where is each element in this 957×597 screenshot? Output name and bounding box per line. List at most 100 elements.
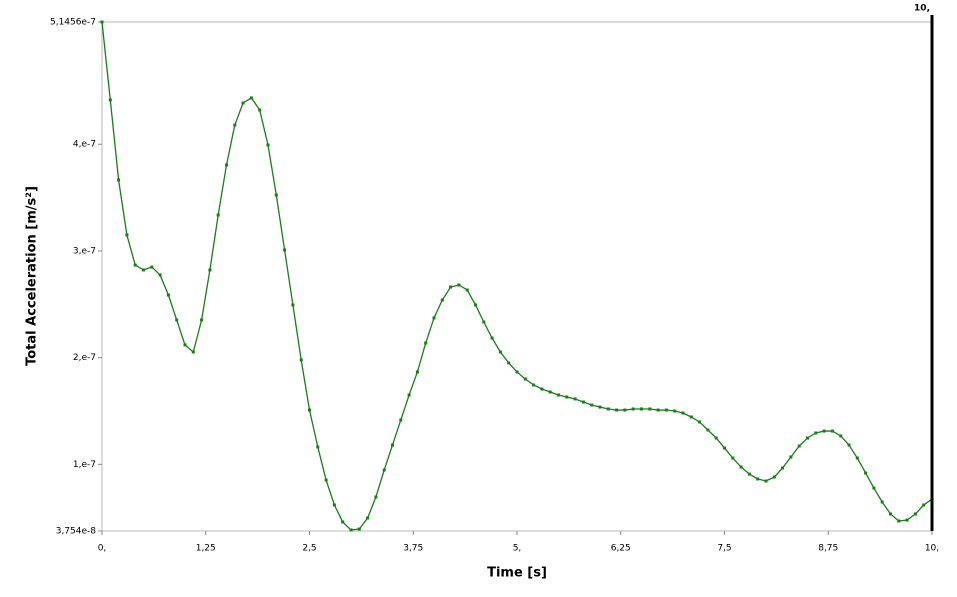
data-point (590, 403, 594, 407)
data-point (299, 358, 303, 362)
data-point (407, 393, 411, 397)
x-axis-title: Time [s] (487, 566, 547, 581)
data-point (357, 527, 361, 531)
data-point (382, 468, 386, 472)
data-point (897, 519, 901, 523)
data-point (324, 478, 328, 482)
y-tick-label: 4,e-7 (73, 140, 96, 150)
data-point (125, 233, 129, 237)
data-point (258, 108, 262, 112)
data-point (864, 471, 868, 475)
data-point (806, 436, 809, 440)
y-tick-label: 3,e-7 (73, 246, 96, 256)
data-point (266, 143, 270, 147)
data-point (872, 486, 876, 490)
data-point (772, 475, 776, 479)
data-point (814, 431, 818, 435)
data-point (274, 193, 278, 197)
x-tick-label: 7,5 (717, 544, 731, 554)
data-point (797, 444, 801, 448)
data-point (648, 407, 652, 411)
data-point (200, 318, 204, 322)
data-point (424, 341, 428, 345)
data-point (789, 455, 793, 459)
data-point (316, 445, 320, 449)
data-point (532, 383, 536, 387)
data-point (308, 408, 311, 412)
y-tick-label: 3,754e-8 (56, 527, 97, 537)
data-point (756, 477, 760, 481)
data-point (922, 503, 926, 507)
data-point (830, 429, 834, 433)
data-point (166, 293, 170, 297)
data-point (225, 163, 228, 167)
data-point (764, 479, 768, 483)
y-axis-title: Total Acceleration [m/s²] (25, 186, 40, 366)
data-point (117, 178, 121, 182)
data-point (291, 303, 295, 307)
data-point (474, 303, 477, 307)
data-point (739, 465, 743, 469)
data-point (158, 273, 162, 277)
data-point (216, 213, 220, 217)
data-point (664, 408, 668, 412)
data-point (855, 456, 859, 460)
cursor-label: 10, (914, 4, 930, 14)
data-point (449, 285, 453, 289)
data-point (415, 370, 419, 374)
data-point (573, 397, 577, 401)
data-point (689, 415, 693, 419)
data-point (175, 318, 179, 322)
data-point (507, 361, 511, 365)
data-point (142, 268, 145, 272)
data-point (839, 434, 843, 438)
data-point (681, 411, 685, 415)
data-point (465, 288, 469, 292)
data-point (133, 263, 137, 267)
data-point (656, 408, 660, 412)
data-point (640, 407, 643, 411)
data-point (623, 408, 627, 412)
data-point (150, 265, 154, 269)
data-point (673, 409, 677, 413)
data-point (581, 400, 585, 404)
data-point (631, 407, 635, 411)
x-tick-label: 10, (925, 544, 939, 554)
data-point (208, 268, 212, 272)
x-tick-label: 5, (513, 544, 522, 554)
data-point (565, 395, 569, 399)
data-point (349, 528, 353, 532)
data-point (889, 512, 892, 516)
data-point (341, 520, 345, 524)
data-point (100, 20, 104, 24)
data-point (548, 390, 552, 394)
data-point (615, 408, 619, 412)
data-point (332, 503, 336, 507)
data-point (557, 393, 560, 397)
x-tick-label: 2,5 (302, 544, 316, 554)
data-point (191, 350, 195, 354)
data-point (482, 320, 486, 324)
data-point (391, 443, 394, 447)
data-point (747, 472, 751, 476)
y-tick-label: 2,e-7 (73, 353, 96, 363)
x-tick-label: 3,75 (403, 544, 423, 554)
data-point (432, 316, 436, 320)
y-tick-label: 5,1456e-7 (50, 18, 96, 28)
data-point (822, 429, 826, 433)
data-point (399, 418, 403, 422)
x-tick-label: 8,75 (818, 544, 838, 554)
data-point (706, 428, 710, 432)
data-point (606, 407, 610, 411)
data-point (523, 377, 527, 381)
data-point (698, 420, 702, 424)
data-point (723, 446, 726, 450)
data-point (540, 387, 544, 391)
y-tick-label: 1,e-7 (73, 460, 96, 470)
data-point (183, 343, 187, 347)
x-tick-label: 1,25 (196, 544, 216, 554)
data-point (233, 123, 237, 127)
data-point (515, 370, 519, 374)
data-point (905, 518, 909, 522)
